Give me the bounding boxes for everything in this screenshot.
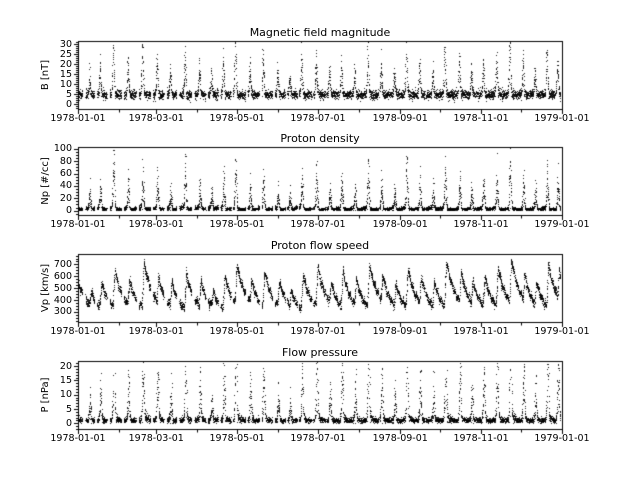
x-tick-label: 1978-03-01 <box>128 113 184 124</box>
y-tick-label: 15 <box>59 374 72 386</box>
x-tick-label: 1978-03-01 <box>128 433 184 444</box>
x-tick-label: 1978-11-01 <box>453 219 509 230</box>
panel-title: Magnetic field magnitude <box>249 26 391 39</box>
y-tick-label: 400 <box>53 294 72 306</box>
y-tick-label: 500 <box>53 282 72 294</box>
y-tick-label: 20 <box>59 360 72 372</box>
panel-title: Proton density <box>280 132 360 145</box>
x-tick-label: 1979-01-01 <box>534 326 590 337</box>
y-tick-label: 0 <box>65 98 72 110</box>
y-tick-label: 30 <box>59 38 72 50</box>
x-tick-label: 1978-11-01 <box>453 113 509 124</box>
y-tick-label: 15 <box>59 68 72 80</box>
x-tick-label: 1978-07-01 <box>290 113 346 124</box>
y-tick-label: 25 <box>59 48 72 60</box>
y-tick-label: 300 <box>53 306 72 318</box>
x-tick-label: 1978-05-01 <box>209 433 265 444</box>
x-tick-label: 1978-09-01 <box>372 326 428 337</box>
y-tick-label: 0 <box>65 417 72 429</box>
x-tick-label: 1978-09-01 <box>372 219 428 230</box>
x-tick-label: 1978-11-01 <box>453 326 509 337</box>
x-tick-label: 1978-05-01 <box>209 219 265 230</box>
y-tick-label: 600 <box>53 270 72 282</box>
x-tick-label: 1978-09-01 <box>372 113 428 124</box>
y-tick-label: 10 <box>59 78 72 90</box>
x-tick-label: 1978-05-01 <box>209 113 265 124</box>
x-tick-label: 1978-01-01 <box>50 219 106 230</box>
x-tick-label: 1978-11-01 <box>453 433 509 444</box>
panel-title: Flow pressure <box>281 346 359 359</box>
y-tick-label: 20 <box>59 192 72 204</box>
y-tick-label: 5 <box>65 403 72 415</box>
x-tick-label: 1978-03-01 <box>128 326 184 337</box>
panel-title: Proton flow speed <box>270 239 370 252</box>
x-tick-label: 1978-01-01 <box>50 433 106 444</box>
y-tick-label: 60 <box>59 168 72 180</box>
x-tick-label: 1978-07-01 <box>290 326 346 337</box>
x-tick-label: 1978-03-01 <box>128 219 184 230</box>
y-tick-label: 100 <box>53 143 72 155</box>
y-tick-label: 700 <box>53 258 72 270</box>
x-tick-label: 1979-01-01 <box>534 433 590 444</box>
x-tick-label: 1978-07-01 <box>290 219 346 230</box>
x-tick-label: 1978-01-01 <box>50 113 106 124</box>
x-tick-label: 1979-01-01 <box>534 219 590 230</box>
x-tick-label: 1978-01-01 <box>50 326 106 337</box>
x-tick-label: 1979-01-01 <box>534 113 590 124</box>
y-tick-label: 80 <box>59 155 72 167</box>
x-tick-label: 1978-05-01 <box>209 326 265 337</box>
y-tick-label: 40 <box>59 180 72 192</box>
y-tick-label: 20 <box>59 58 72 70</box>
x-tick-label: 1978-07-01 <box>290 433 346 444</box>
x-tick-label: 1978-09-01 <box>372 433 428 444</box>
y-tick-label: 10 <box>59 389 72 401</box>
y-tick-label: 5 <box>65 88 72 100</box>
y-tick-label: 0 <box>65 205 72 217</box>
